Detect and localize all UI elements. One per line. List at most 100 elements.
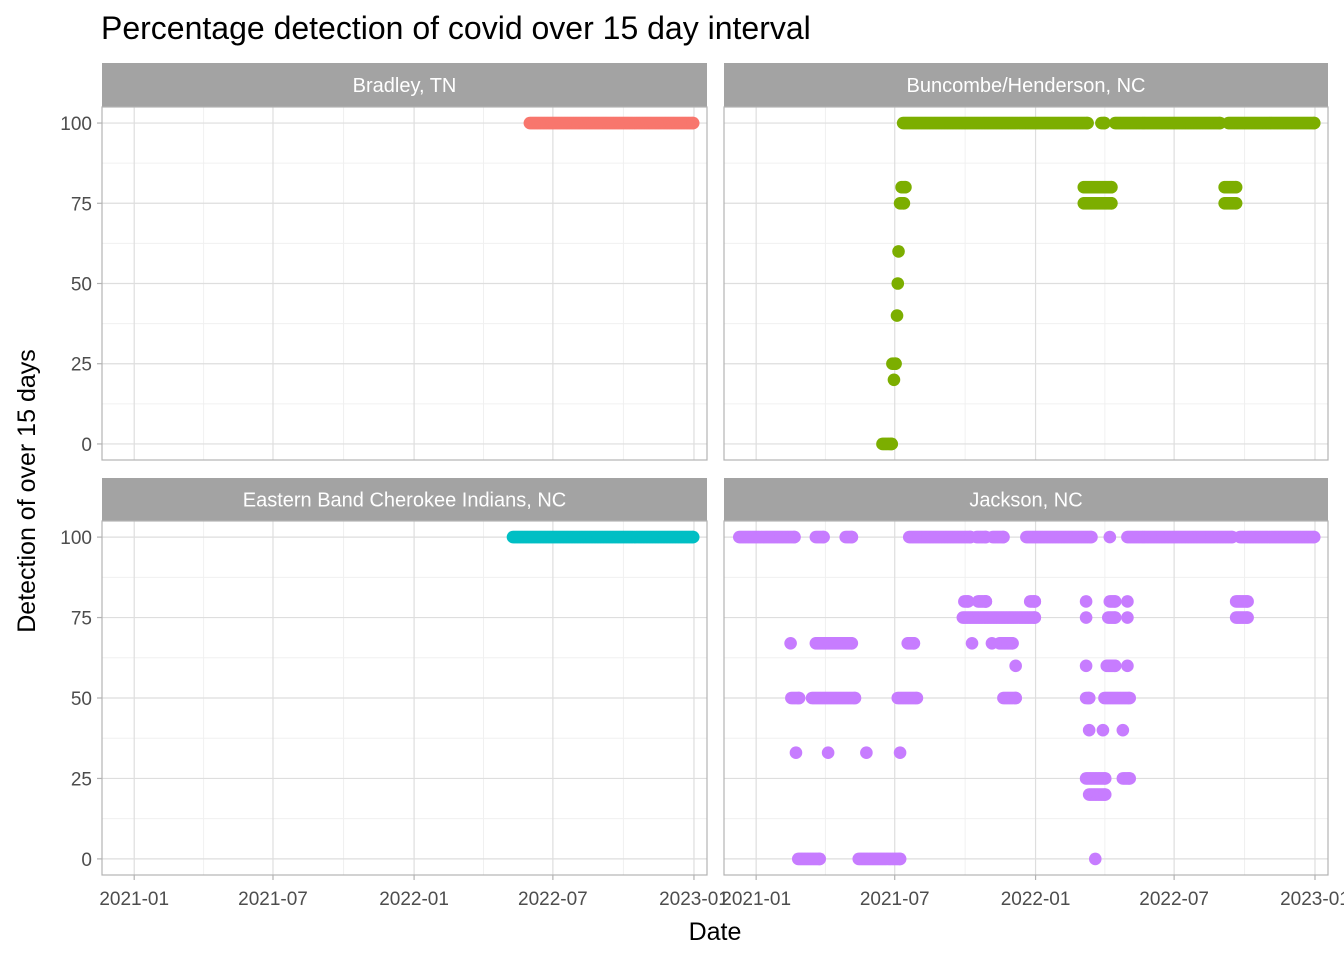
y-tick-label: 25	[71, 769, 92, 790]
point-run	[1079, 772, 1112, 785]
point-run	[852, 852, 907, 866]
data-point	[1028, 611, 1042, 624]
point-run	[986, 530, 1010, 544]
data-point	[899, 180, 912, 194]
facets: Bradley, TN 0 25 50 75 100 Buncombe/Henderson,…	[60, 63, 1344, 910]
point-run	[1218, 180, 1243, 194]
point-run	[896, 116, 1094, 130]
data-point	[1028, 595, 1042, 608]
point-run	[958, 595, 975, 608]
data-point	[860, 746, 873, 760]
data-point	[1121, 659, 1134, 673]
y-tick-label: 0	[81, 850, 92, 871]
x-tick-label: 2021-01	[99, 889, 169, 910]
y-tick-label: 100	[60, 528, 92, 549]
x-axis-title: Date	[689, 918, 742, 946]
point-run	[1101, 611, 1122, 624]
y-tick-label: 25	[71, 355, 92, 376]
data-point	[1098, 116, 1111, 130]
data-point	[792, 691, 806, 705]
data-point	[1079, 595, 1093, 608]
point-run	[1077, 196, 1118, 210]
data-point	[979, 595, 993, 608]
point-run	[1023, 595, 1042, 608]
data-point	[965, 636, 979, 650]
data-point	[1082, 723, 1096, 737]
strip-label: Jackson, NC	[969, 490, 1082, 512]
data-point	[1009, 691, 1022, 705]
data-point	[817, 530, 830, 544]
data-point	[686, 116, 700, 130]
panel-border	[723, 106, 1329, 461]
panel-eastern-band-cherokee-indians-nc: Eastern Band Cherokee Indians, NC 0 25 50 75…	[60, 478, 729, 910]
point-run	[886, 357, 902, 371]
panel-jackson-nc: Jackson, NC 2021-01 2021-07 2022-01 2022-07 2…	[721, 478, 1344, 910]
data-point	[1229, 180, 1243, 194]
y-tick-label: 0	[81, 435, 92, 456]
chart-title: Percentage detection of covid over 15 da…	[101, 10, 811, 46]
data-point	[1098, 772, 1112, 785]
panel-bradley-tn: Bradley, TN 0 25 50 75 100	[60, 63, 708, 461]
x-tick-label: 2023-01	[1280, 889, 1344, 910]
strip-jackson-nc	[724, 478, 1328, 521]
data-point	[686, 530, 700, 544]
x-tick-label: 2023-01	[659, 889, 729, 910]
point-run	[1108, 116, 1227, 130]
point-run	[1229, 611, 1254, 624]
point-run	[805, 691, 862, 705]
data-point	[1079, 611, 1093, 624]
point-run	[1020, 530, 1098, 544]
point-run	[901, 636, 921, 650]
y-tick-label: 50	[71, 689, 92, 710]
data-point	[887, 373, 901, 387]
point-run	[902, 530, 977, 544]
data-point	[821, 746, 835, 760]
strip-eastern-band-cherokee-indians-nc	[102, 478, 707, 521]
point-run	[809, 530, 830, 544]
point-run	[791, 852, 826, 866]
point-run	[1121, 530, 1239, 544]
x-tick-label: 2022-01	[1001, 889, 1071, 910]
strip-label: Buncombe/Henderson, NC	[906, 75, 1145, 97]
data-point	[1241, 595, 1254, 608]
data-point	[1229, 196, 1243, 210]
point-run	[1082, 788, 1112, 801]
y-tick-label: 50	[71, 275, 92, 296]
data-point	[1123, 691, 1137, 705]
panel-border	[723, 520, 1329, 876]
data-point	[885, 437, 898, 451]
x-tick-label: 2022-01	[379, 889, 449, 910]
x-tick-label: 2021-07	[860, 889, 930, 910]
strip-buncombe-henderson-nc	[724, 63, 1328, 107]
data-point	[891, 277, 905, 290]
data-point	[1081, 116, 1094, 130]
strip-label: Bradley, TN	[353, 75, 457, 97]
data-point	[845, 530, 859, 544]
x-tick-label: 2021-07	[238, 889, 308, 910]
point-run	[1077, 180, 1118, 194]
data-point	[1105, 196, 1118, 210]
panel-buncombe-henderson-nc: Buncombe/Henderson, NC	[723, 63, 1329, 461]
data-point	[1085, 530, 1098, 544]
point-run	[1079, 691, 1096, 705]
point-run	[997, 691, 1022, 705]
point-run	[506, 530, 700, 544]
data-point	[1088, 852, 1102, 866]
data-point	[961, 595, 975, 608]
data-point	[985, 636, 999, 650]
data-point	[997, 530, 1010, 544]
y-tick-label: 100	[60, 114, 92, 135]
data-point	[784, 636, 797, 650]
data-point	[1006, 636, 1019, 650]
data-point	[1098, 788, 1112, 801]
point-run	[809, 636, 859, 650]
point-run	[891, 691, 924, 705]
x-tick-label: 2021-01	[721, 889, 791, 910]
data-point	[1116, 723, 1130, 737]
point-run	[1095, 116, 1111, 130]
point-run	[1103, 595, 1122, 608]
data-point	[813, 852, 826, 866]
point-run	[893, 196, 911, 210]
y-axis-title: Detection of over 15 days	[13, 349, 41, 633]
